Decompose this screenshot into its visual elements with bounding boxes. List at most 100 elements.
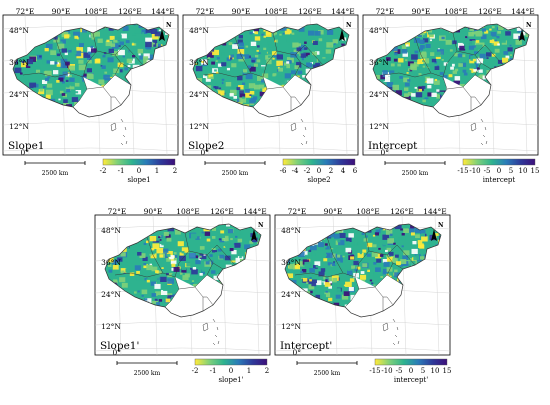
panel-label: Slope2 [188, 140, 225, 152]
province-boundaries [294, 232, 416, 311]
province-boundaries [22, 32, 144, 111]
latitude-label: 48°N [369, 26, 389, 35]
colorbar-tick: -2 [100, 167, 107, 175]
latitude-label: 48°N [9, 26, 29, 35]
longitude-label: 108°E [176, 207, 200, 216]
longitude-label: 144°E [511, 7, 535, 16]
latitude-label: 12°N [281, 322, 301, 331]
south-china-sea-islands [212, 318, 220, 346]
latitude-label: 0° [20, 148, 29, 157]
north-label: N [438, 222, 444, 229]
hainan-island [202, 322, 209, 332]
scale-bar: 2500 km [384, 161, 446, 177]
latitude-label: 0° [112, 348, 121, 357]
colorbar-tick: 15 [531, 167, 540, 175]
south-china-sea-islands [392, 318, 400, 346]
map-panel-slope2: 72°E 90°E 108°E 126°E 144°E 48°N 36°N 24°N 12°N 0… [182, 7, 359, 184]
latitude-label: 36°N [9, 58, 29, 67]
north-arrow-icon: N [339, 22, 352, 41]
longitude-label: 72°E [288, 207, 307, 216]
north-label: N [166, 22, 172, 29]
north-arrow-icon: N [251, 222, 264, 241]
latitude-label: 12°N [189, 122, 209, 131]
latitude-label: 0° [380, 148, 389, 157]
panel-label: Intercept' [280, 340, 332, 352]
longitude-label: 90°E [324, 207, 343, 216]
scale-bar-label: 2500 km [42, 170, 69, 177]
latitude-label: 12°N [369, 122, 389, 131]
colorbar: -15 -10 -5 0 5 10 15 intercept [457, 158, 540, 184]
colorbar: -6 -4 -2 0 2 4 6 slope2 [280, 158, 358, 184]
scale-bar-label: 2500 km [402, 170, 429, 177]
latitude-label: 12°N [9, 122, 29, 131]
latitude-label: 36°N [281, 258, 301, 267]
scale-bar-label: 2500 km [314, 370, 341, 377]
colorbar-tick: -4 [292, 167, 299, 175]
colorbar-tick: -15 [457, 167, 468, 175]
longitude-label: 144°E [243, 207, 267, 216]
latitude-label: 24°N [9, 90, 29, 99]
latitude-label: 24°N [369, 90, 389, 99]
north-label: N [258, 222, 264, 229]
colorbar-tick: -6 [280, 167, 287, 175]
longitude-label: 126°E [118, 7, 142, 16]
scale-bar-label: 2500 km [222, 170, 249, 177]
longitude-label: 90°E [412, 7, 431, 16]
colorbar-title: slope2 [307, 176, 330, 184]
latitude-label: 36°N [369, 58, 389, 67]
map-panel-intercept-prime: 72°E 90°E 108°E 126°E 144°E 48°N 36°N 24°N 12°N 0… [274, 207, 452, 384]
colorbar-tick: 0 [229, 367, 233, 375]
longitude-label: 108°E [356, 207, 380, 216]
longitude-label: 144°E [423, 207, 447, 216]
longitude-label: 90°E [232, 7, 251, 16]
colorbar-tick: 10 [519, 167, 528, 175]
colorbar-tick: 5 [421, 367, 425, 375]
hainan-island [382, 322, 389, 332]
colorbar-tick: 0 [137, 167, 141, 175]
map-panel-intercept: 72°E 90°E 108°E 126°E 144°E 48°N 36°N 24°N 12°N 0… [362, 7, 540, 184]
south-china-sea-islands [480, 118, 488, 146]
colorbar-tick: 2 [265, 367, 269, 375]
colorbar-tick: 4 [341, 167, 346, 175]
colorbar-tick: 1 [155, 167, 159, 175]
province-boundaries [382, 32, 504, 111]
colorbar-tick: 6 [353, 167, 358, 175]
colorbar-tick: -1 [210, 367, 217, 375]
colorbar: -2 -1 0 1 2 slope1 [100, 158, 177, 184]
colorbar-tick: 0 [409, 367, 413, 375]
colorbar-tick: -2 [192, 367, 199, 375]
colorbar-title: intercept [483, 176, 516, 184]
map-panel-slope1-prime: 72°E 90°E 108°E 126°E 144°E 48°N 36°N 24°N 12°N 0… [94, 207, 271, 384]
colorbar-tick: 5 [509, 167, 513, 175]
longitude-label: 72°E [16, 7, 35, 16]
colorbar-tick: 0 [317, 167, 321, 175]
longitude-label: 108°E [84, 7, 108, 16]
scale-bar: 2500 km [204, 161, 266, 177]
colorbar-tick: 1 [247, 367, 251, 375]
panel-label: Slope1' [100, 340, 139, 352]
colorbar-tick: -15 [369, 367, 380, 375]
latitude-label: 48°N [101, 226, 121, 235]
colorbar-title: slope1' [218, 376, 243, 384]
province-boundaries [202, 32, 324, 111]
hainan-island [110, 122, 117, 132]
scale-bar: 2500 km [116, 361, 178, 377]
north-arrow-icon: N [159, 22, 172, 41]
longitude-label: 108°E [444, 7, 468, 16]
latitude-label: 48°N [281, 226, 301, 235]
colorbar-tick: -10 [469, 167, 480, 175]
longitude-label: 126°E [390, 207, 414, 216]
colorbar-tick: 15 [443, 367, 452, 375]
colorbar-title: slope1 [127, 176, 150, 184]
latitude-label: 24°N [189, 90, 209, 99]
colorbar: -2 -1 0 1 2 slope1' [192, 358, 269, 384]
longitude-label: 72°E [108, 207, 127, 216]
colorbar-tick: -2 [304, 167, 311, 175]
map-panel-slope1: 72°E 90°E 108°E 126°E 144°E 48°N 36°N 24°N 12°N 0… [2, 7, 179, 184]
longitude-label: 144°E [151, 7, 175, 16]
latitude-label: 24°N [101, 290, 121, 299]
latitude-label: 0° [200, 148, 209, 157]
longitude-label: 72°E [376, 7, 395, 16]
scale-bar: 2500 km [24, 161, 86, 177]
